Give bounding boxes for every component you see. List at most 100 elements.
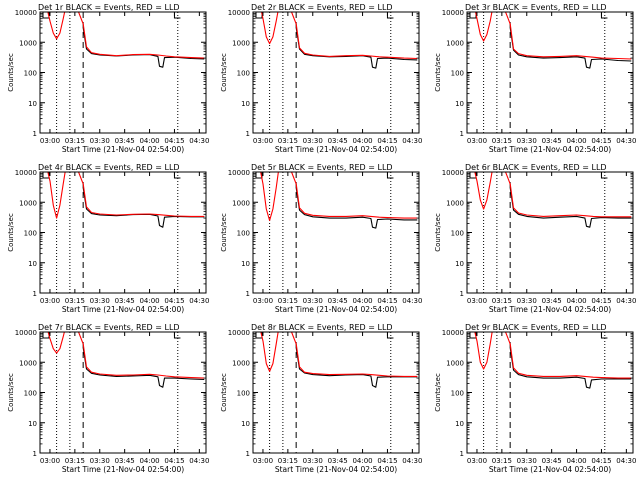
series-events-line (82, 27, 205, 68)
x-tick-label: 04:30 (189, 457, 209, 465)
y-tick-label: 1000 (19, 359, 37, 367)
x-tick-label: 04:00 (566, 457, 586, 465)
series-lld-line (474, 12, 632, 60)
x-tick-label: 04:30 (189, 137, 209, 145)
x-tick-label: 03:00 (253, 297, 273, 305)
y-tick-label: 10000 (15, 329, 37, 337)
y-tick-label: 10 (455, 260, 464, 268)
plot-frame (466, 171, 634, 294)
x-tick-label: 04:00 (566, 137, 586, 145)
panel-title: Det 6r BLACK = Events, RED = LLD (465, 163, 607, 172)
series-events-line (82, 347, 205, 388)
x-tick-label: 03:30 (90, 137, 110, 145)
y-tick-label: 1000 (446, 39, 464, 47)
x-tick-label: 04:30 (616, 137, 636, 145)
y-axis-label: Counts/sec (220, 213, 228, 252)
x-tick-label: 04:15 (377, 457, 397, 465)
plot-frame (252, 171, 420, 294)
y-tick-label: 100 (451, 70, 464, 78)
plot-frame (252, 11, 420, 134)
x-axis-label: Start Time (21-Nov-04 02:54:00) (62, 305, 184, 314)
y-tick-label: 1 (460, 130, 464, 138)
x-tick-label: 03:15 (278, 297, 298, 305)
plot-frame (466, 331, 634, 454)
y-tick-label: 1 (460, 290, 464, 298)
x-tick-label: 04:30 (189, 297, 209, 305)
series-events-line (509, 347, 632, 389)
y-tick-label: 1 (33, 290, 37, 298)
y-tick-label: 1000 (19, 39, 37, 47)
x-tick-label: 03:45 (115, 297, 135, 305)
x-tick-label: 03:45 (328, 297, 348, 305)
x-tick-label: 03:15 (65, 457, 85, 465)
x-tick-label: 04:15 (164, 457, 184, 465)
x-tick-label: 03:45 (542, 457, 562, 465)
x-tick-label: 04:15 (164, 297, 184, 305)
x-tick-label: 03:00 (40, 137, 60, 145)
plot-frame (252, 331, 420, 454)
bracket-marker (255, 172, 263, 179)
plot-frame (39, 331, 207, 454)
y-tick-label: 100 (237, 230, 250, 238)
x-tick-label: 03:00 (467, 457, 487, 465)
y-tick-label: 100 (24, 390, 37, 398)
panel-det-3: Det 3r BLACK = Events, RED = LLD 1 10 100 10… (434, 3, 636, 154)
y-tick-label: 1 (246, 290, 250, 298)
y-tick-label: 10000 (15, 9, 37, 17)
x-axis-label: Start Time (21-Nov-04 02:54:00) (62, 465, 184, 474)
x-tick-label: 04:15 (164, 137, 184, 145)
y-axis-label: Counts/sec (220, 53, 228, 92)
x-tick-label: 04:15 (377, 297, 397, 305)
y-tick-label: 10000 (15, 169, 37, 177)
panel-det-4: Det 4r BLACK = Events, RED = LLD 1 10 100 10… (7, 163, 209, 314)
panel-title: Det 5r BLACK = Events, RED = LLD (251, 163, 393, 172)
series-events-line (295, 187, 418, 229)
bracket-marker (255, 12, 263, 19)
x-tick-label: 03:30 (517, 297, 537, 305)
y-tick-label: 10000 (442, 169, 464, 177)
y-tick-label: 1000 (19, 199, 37, 207)
x-axis-label: Start Time (21-Nov-04 02:54:00) (489, 305, 611, 314)
panel-det-7: Det 7r BLACK = Events, RED = LLD 1 10 100 10… (7, 323, 209, 474)
y-axis-label: Counts/sec (434, 53, 442, 92)
panel-title: Det 9r BLACK = Events, RED = LLD (465, 323, 607, 332)
y-tick-label: 1 (246, 130, 250, 138)
y-tick-label: 10000 (228, 9, 250, 17)
y-tick-label: 1000 (232, 359, 250, 367)
y-tick-label: 100 (451, 230, 464, 238)
x-tick-label: 03:45 (328, 137, 348, 145)
y-tick-label: 10 (28, 420, 37, 428)
x-tick-label: 04:15 (591, 137, 611, 145)
y-tick-label: 10000 (228, 329, 250, 337)
y-tick-label: 10000 (442, 329, 464, 337)
panel-det-5: Det 5r BLACK = Events, RED = LLD 1 10 100 10… (220, 163, 422, 314)
series-lld-line (260, 332, 418, 377)
plot-frame (39, 171, 207, 294)
x-tick-label: 03:15 (278, 137, 298, 145)
x-axis-label: Start Time (21-Nov-04 02:54:00) (275, 305, 397, 314)
panel-title: Det 8r BLACK = Events, RED = LLD (251, 323, 393, 332)
x-axis-label: Start Time (21-Nov-04 02:54:00) (62, 145, 184, 154)
x-tick-label: 03:45 (328, 457, 348, 465)
series-lld-line (474, 332, 632, 379)
y-tick-label: 10000 (442, 9, 464, 17)
x-tick-label: 03:00 (467, 137, 487, 145)
x-tick-label: 04:00 (352, 297, 372, 305)
y-tick-label: 100 (237, 390, 250, 398)
y-tick-label: 100 (24, 70, 37, 78)
series-events-line (509, 27, 632, 69)
series-events-line (295, 347, 418, 388)
panel-det-2: Det 2r BLACK = Events, RED = LLD 1 10 100 10… (220, 3, 422, 154)
y-tick-label: 10000 (228, 169, 250, 177)
x-tick-label: 04:15 (377, 137, 397, 145)
x-tick-label: 03:30 (90, 297, 110, 305)
x-tick-label: 03:00 (253, 137, 273, 145)
plot-frame (466, 11, 634, 134)
x-tick-label: 03:15 (278, 457, 298, 465)
x-tick-label: 03:45 (542, 137, 562, 145)
series-lld-line (47, 332, 205, 379)
x-axis-label: Start Time (21-Nov-04 02:54:00) (275, 465, 397, 474)
x-tick-label: 03:30 (303, 297, 323, 305)
